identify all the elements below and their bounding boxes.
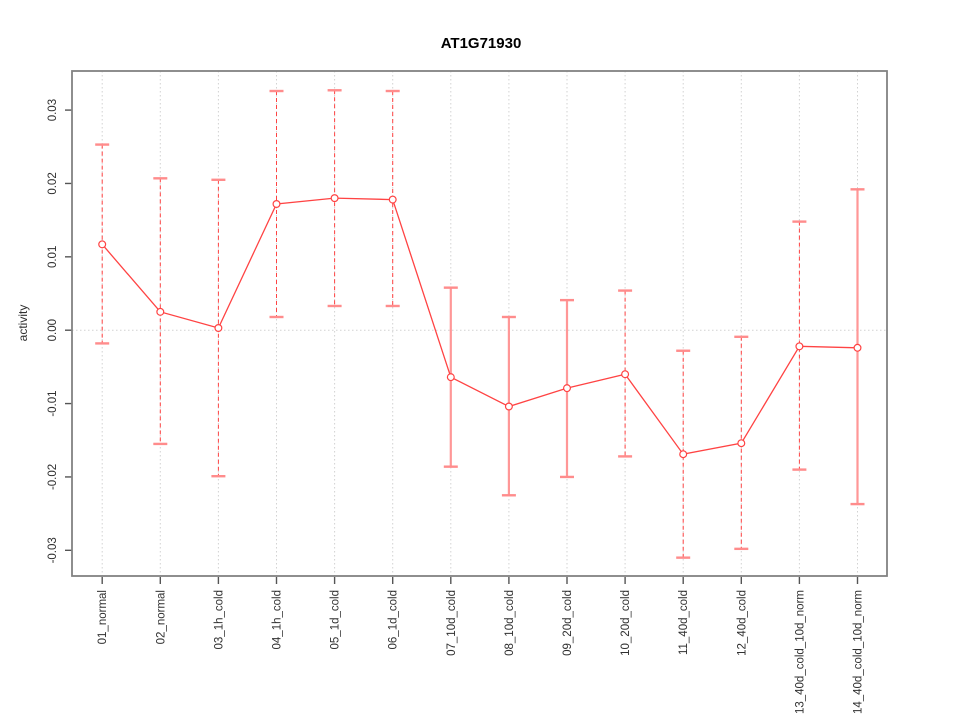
error-bar [792, 220, 807, 471]
data-point-marker [98, 240, 107, 249]
data-point-marker [737, 439, 746, 448]
data-point-marker [504, 402, 513, 411]
y-tick-label: 0.03 [47, 99, 59, 121]
chart-title: AT1G71930 [441, 35, 522, 52]
data-point-marker [621, 370, 630, 379]
x-tick-label: 12_40d_cold [736, 590, 748, 656]
data-point-marker [446, 373, 455, 382]
x-tick-label: 10_20d_cold [620, 590, 632, 656]
series-line [101, 197, 858, 455]
gridlines [72, 71, 887, 576]
y-tick-label: -0.01 [47, 390, 59, 416]
x-tick-label: 08_10d_cold [504, 590, 516, 656]
data-point-marker [388, 195, 397, 204]
plot-frame [71, 70, 888, 577]
axes: -0.03 -0.02 -0.01 0.00 0.01 0.02 0.03 01_normal… [47, 99, 865, 714]
x-tick-label: 13_40d_cold_10d_norm [794, 590, 806, 714]
data-point-marker [679, 450, 688, 459]
x-tick-label: 01_normal [97, 590, 109, 644]
y-tick-label: 0.00 [47, 319, 59, 341]
y-tick-label: -0.03 [47, 537, 59, 563]
x-tick-label: 07_10d_cold [446, 590, 458, 656]
y-tick-label: 0.02 [47, 172, 59, 194]
x-tick-label: 04_1h_cold [272, 590, 284, 649]
x-tick-label: 03_1h_cold [213, 590, 225, 649]
y-tick-label: 0.01 [47, 246, 59, 268]
data-point-marker [853, 343, 862, 352]
data-point-marker [795, 342, 804, 351]
x-tick-label: 02_normal [155, 590, 167, 644]
y-axis-label: activity [16, 305, 30, 342]
error-bar [153, 177, 168, 446]
data-point-marker [562, 384, 571, 393]
x-tick-label: 05_1d_cold [330, 590, 342, 649]
x-tick-label: 14_40d_cold_10d_norm [853, 590, 865, 714]
error-bar [676, 349, 691, 559]
data-point-marker [214, 323, 223, 332]
data-point-marker [272, 200, 281, 209]
y-tick-label: -0.02 [47, 464, 59, 490]
error-bar [618, 289, 633, 458]
data-point-marker [330, 194, 339, 203]
data-series [95, 89, 865, 559]
x-tick-label: 06_1d_cold [388, 590, 400, 649]
data-point-marker [156, 307, 165, 316]
x-tick-label: 11_40d_cold [678, 590, 690, 655]
x-tick-label: 09_20d_cold [562, 590, 574, 656]
